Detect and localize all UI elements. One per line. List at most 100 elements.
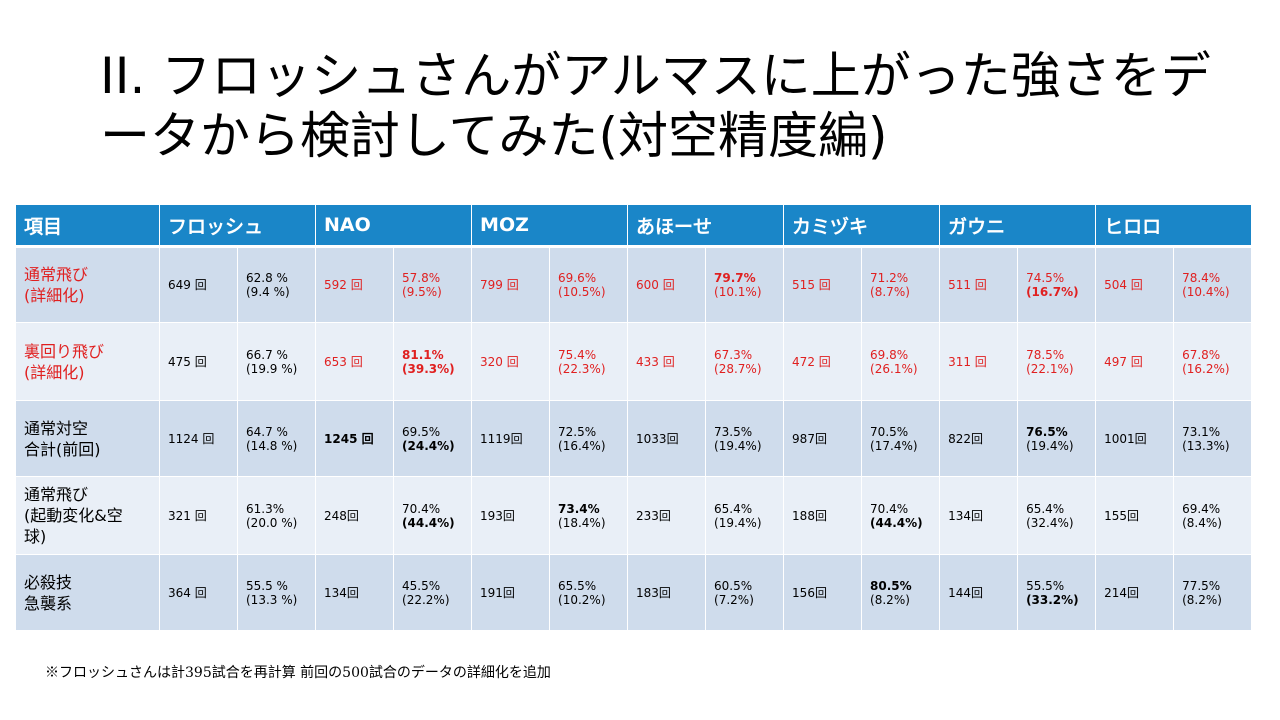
pct-main: 57.8% [402,271,441,285]
table-row: 通常飛び (起動変化&空 球) 321 回 61.3% (20.0 %) 248回… [15,476,1253,555]
pct-cell: 62.8 % (9.4 %) [246,271,307,299]
table-row: 通常飛び (詳細化) 649 回 62.8 % (9.4 %) 592 回 57.… [15,246,1253,323]
pct-sub: (16.2%) [1182,361,1230,376]
pct-main: 75.4% [558,347,597,362]
pct-main: 69.6% [558,271,597,285]
pct-sub: (10.2%) [558,592,606,607]
pct-cell: 55.5% (33.2%) [1026,579,1087,607]
pct-main: 78.5% [1026,347,1065,362]
pct-sub: (22.2%) [402,592,450,607]
pct-sub: (8.4%) [1182,515,1222,530]
count-cell: 1245 回 [324,431,374,446]
pct-main: 80.5% [870,578,912,593]
pct-cell: 45.5% (22.2%) [402,579,463,607]
pct-cell: 77.5% (8.2%) [1182,579,1243,607]
count-cell: 364 回 [168,585,207,600]
row-label: 通常対空 合計(前回) [24,418,101,459]
pct-main: 74.5% [1026,271,1065,285]
pct-main: 65.4% [714,501,753,516]
row-label: 通常飛び (詳細化) [24,265,89,305]
header-player-6: ガウニ [939,204,1097,248]
pct-sub: (8.2%) [1182,592,1222,607]
pct-main: 65.4% [1026,501,1065,516]
count-cell: 511 回 [948,278,987,292]
pct-sub: (8.2%) [870,592,910,607]
pct-cell: 78.5% (22.1%) [1026,348,1087,376]
pct-sub: (28.7%) [714,361,762,376]
header-player-1: フロッシュ [158,204,317,248]
pct-sub: (10.4%) [1182,285,1230,299]
pct-cell: 69.5% (24.4%) [402,425,463,453]
pct-sub: (26.1%) [870,361,918,376]
table-row: 裏回り飛び (詳細化) 475 回 66.7 % (19.9 %) 653 回 8… [15,322,1253,401]
pct-cell: 65.5% (10.2%) [558,579,619,607]
pct-cell: 76.5% (19.4%) [1026,425,1087,453]
header-player-2: NAO [315,204,473,248]
pct-cell: 64.7 % (14.8 %) [246,425,307,453]
pct-cell: 71.2% (8.7%) [870,271,931,299]
count-cell: 433 回 [636,354,675,369]
pct-cell: 70.4% (44.4%) [402,502,463,530]
row-label: 必殺技 急襲系 [24,572,73,613]
pct-cell: 69.8% (26.1%) [870,348,931,376]
pct-sub: (19.4%) [714,438,762,453]
pct-cell: 81.1% (39.3%) [402,348,463,376]
count-cell: 475 回 [168,354,207,369]
pct-main: 78.4% [1182,271,1221,285]
count-cell: 320 回 [480,354,519,369]
count-cell: 144回 [948,585,983,600]
pct-sub: (16.7%) [1026,285,1079,299]
pct-sub: (19.4%) [714,515,762,530]
pct-main: 69.4% [1182,501,1221,516]
pct-sub: (18.4%) [558,515,606,530]
pct-cell: 61.3% (20.0 %) [246,502,307,530]
row-label: 通常飛び (起動変化&空 球) [24,485,123,546]
accuracy-table: 項目 フロッシュ NAO MOZ あほーせ カミヅキ ガウニ ヒロロ 通常飛び … [15,204,1253,631]
pct-cell: 73.4% (18.4%) [558,502,619,530]
pct-cell: 57.8% (9.5%) [402,271,463,299]
pct-sub: (24.4%) [402,438,455,453]
table-row: 必殺技 急襲系 364 回 55.5 % (13.3 %) 134回 45.5%(… [15,554,1253,631]
pct-sub: (44.4%) [402,515,455,530]
count-cell: 311 回 [948,354,987,369]
pct-cell: 70.5% (17.4%) [870,425,931,453]
pct-sub: (22.1%) [1026,361,1074,376]
count-cell: 822回 [948,431,983,446]
pct-main: 60.5% [714,578,753,593]
pct-cell: 66.7 % (19.9 %) [246,348,307,376]
count-cell: 188回 [792,508,827,523]
count-cell: 193回 [480,508,515,523]
pct-sub: (44.4%) [870,515,923,530]
pct-sub: (39.3%) [402,361,455,376]
pct-main: 72.5% [558,424,597,439]
pct-main: 67.8% [1182,347,1221,362]
count-cell: 1033回 [636,431,679,446]
count-cell: 472 回 [792,354,831,369]
pct-main: 45.5% [402,578,441,593]
header-player-5: カミヅキ [783,204,941,248]
pct-main: 73.5% [714,424,753,439]
pct-main: 55.5 % [246,578,288,593]
pct-main: 70.5% [870,424,909,439]
pct-sub: (10.1%) [714,285,762,299]
pct-cell: 60.5% (7.2%) [714,579,775,607]
count-cell: 649 回 [168,278,207,292]
pct-sub: (20.0 %) [246,515,298,530]
pct-cell: 72.5% (16.4%) [558,425,619,453]
count-cell: 191回 [480,585,515,600]
table-row: 通常対空 合計(前回) 1124 回 64.7 % (14.8 %) 1245 回… [15,400,1253,477]
count-cell: 233回 [636,508,671,523]
table-header-row: 項目 フロッシュ NAO MOZ あほーせ カミヅキ ガウニ ヒロロ [15,204,1253,248]
pct-cell: 73.1% (13.3%) [1182,425,1243,453]
count-cell: 799 回 [480,278,519,292]
pct-sub: (8.7%) [870,285,910,299]
pct-main: 76.5% [1026,424,1068,439]
pct-cell: 65.4% (32.4%) [1026,502,1087,530]
header-item: 項目 [15,204,160,248]
pct-cell: 74.5% (16.7%) [1026,271,1087,299]
count-cell: 497 回 [1104,354,1143,369]
header-player-7: ヒロロ [1095,204,1253,248]
pct-main: 64.7 % [246,424,288,439]
pct-sub: (9.5%) [402,285,442,299]
count-cell: 653 回 [324,354,363,369]
